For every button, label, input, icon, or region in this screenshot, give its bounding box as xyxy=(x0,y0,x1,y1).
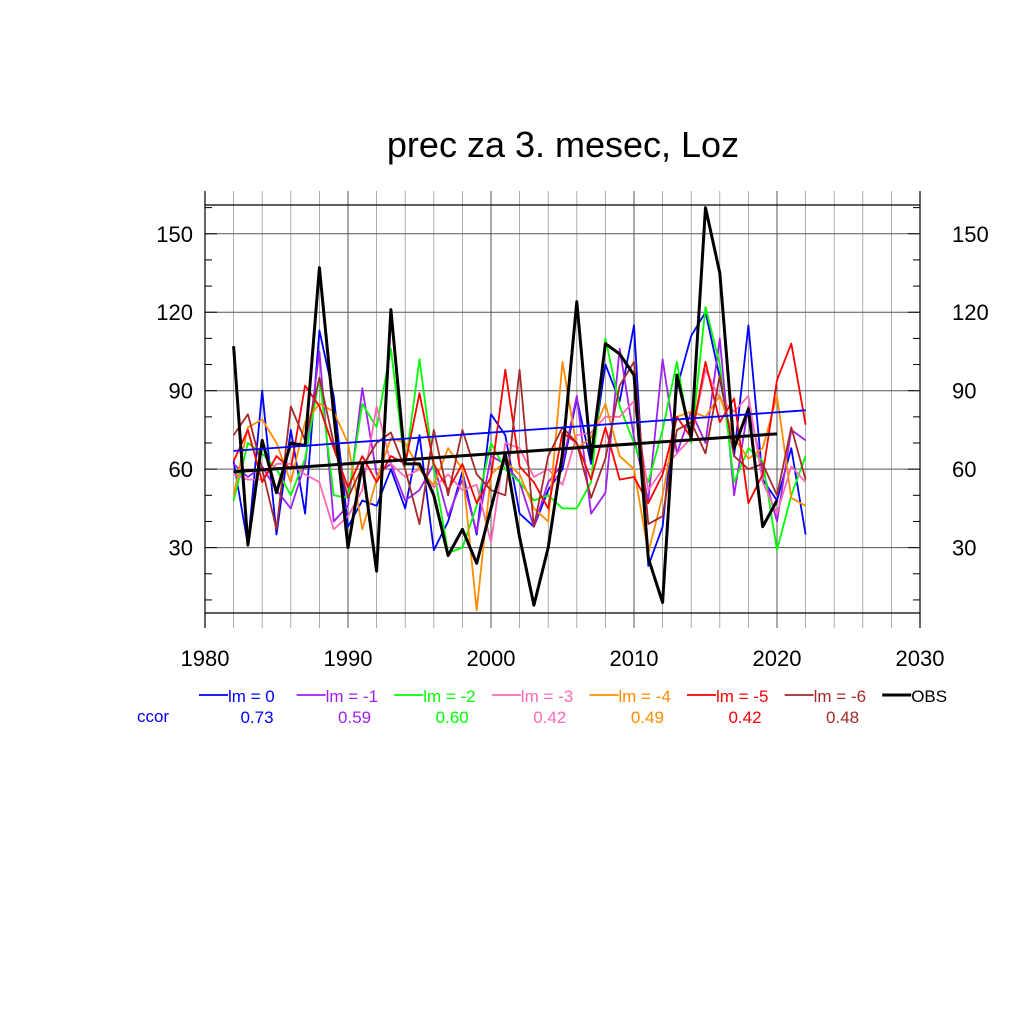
x-tick-label: 2010 xyxy=(610,646,659,671)
y-tick-label-left: 120 xyxy=(156,300,193,325)
legend-ccor-6: 0.48 xyxy=(826,708,859,727)
plot-frame xyxy=(204,191,921,628)
trend-line-7 xyxy=(233,432,778,474)
ccor-label: ccor xyxy=(137,707,169,726)
trend-group xyxy=(233,409,806,474)
legend-label-0: lm = 0 xyxy=(228,687,275,706)
series-line-2 xyxy=(232,306,807,554)
legend-label-3: lm = -3 xyxy=(521,687,573,706)
x-tick-label: 1980 xyxy=(181,646,230,671)
legend-ccor-2: 0.60 xyxy=(436,708,469,727)
legend-ccor-4: 0.49 xyxy=(631,708,664,727)
legend-ccor-5: 0.42 xyxy=(728,708,761,727)
y-tick-label-left: 90 xyxy=(169,379,193,404)
legend: lm = 0 0.73 lm = -1 0.59 lm = -2 0.60 lm = -3 0… xyxy=(199,687,947,727)
y-tick-label-right: 90 xyxy=(952,379,976,404)
grid xyxy=(205,191,920,628)
legend-ccor-3: 0.42 xyxy=(533,708,566,727)
y-tick-label-left: 60 xyxy=(169,457,193,482)
y-tick-label-left: 30 xyxy=(169,536,193,561)
x-tick-label: 1990 xyxy=(324,646,373,671)
legend-label-1: lm = -1 xyxy=(326,687,378,706)
y-tick-label-right: 30 xyxy=(952,536,976,561)
trend-line-0 xyxy=(233,409,806,452)
y-tick-label-right: 150 xyxy=(952,222,989,247)
x-tick-label: 2020 xyxy=(753,646,802,671)
chart-title: prec za 3. mesec, Loz xyxy=(387,124,739,165)
legend-label-2: lm = -2 xyxy=(423,687,475,706)
legend-label-5: lm = -5 xyxy=(716,687,768,706)
y-tick-label-left: 150 xyxy=(156,222,193,247)
series-line-5 xyxy=(232,342,807,510)
legend-label-6: lm = -6 xyxy=(814,687,866,706)
x-tick-label: 2000 xyxy=(467,646,516,671)
y-axis: 30 30 60 60 90 90 120 120 150 150 xyxy=(156,207,989,601)
series-line-4 xyxy=(232,360,807,612)
legend-label-7: OBS xyxy=(911,687,947,706)
series-line-6 xyxy=(232,360,807,531)
legend-ccor-0: 0.73 xyxy=(240,708,273,727)
x-tick-label: 2030 xyxy=(896,646,945,671)
x-axis: 1980 1990 2000 2010 2020 2030 xyxy=(181,646,945,671)
y-tick-label-right: 120 xyxy=(952,300,989,325)
legend-ccor-1: 0.59 xyxy=(338,708,371,727)
legend-label-4: lm = -4 xyxy=(618,687,670,706)
y-tick-label-right: 60 xyxy=(952,457,976,482)
